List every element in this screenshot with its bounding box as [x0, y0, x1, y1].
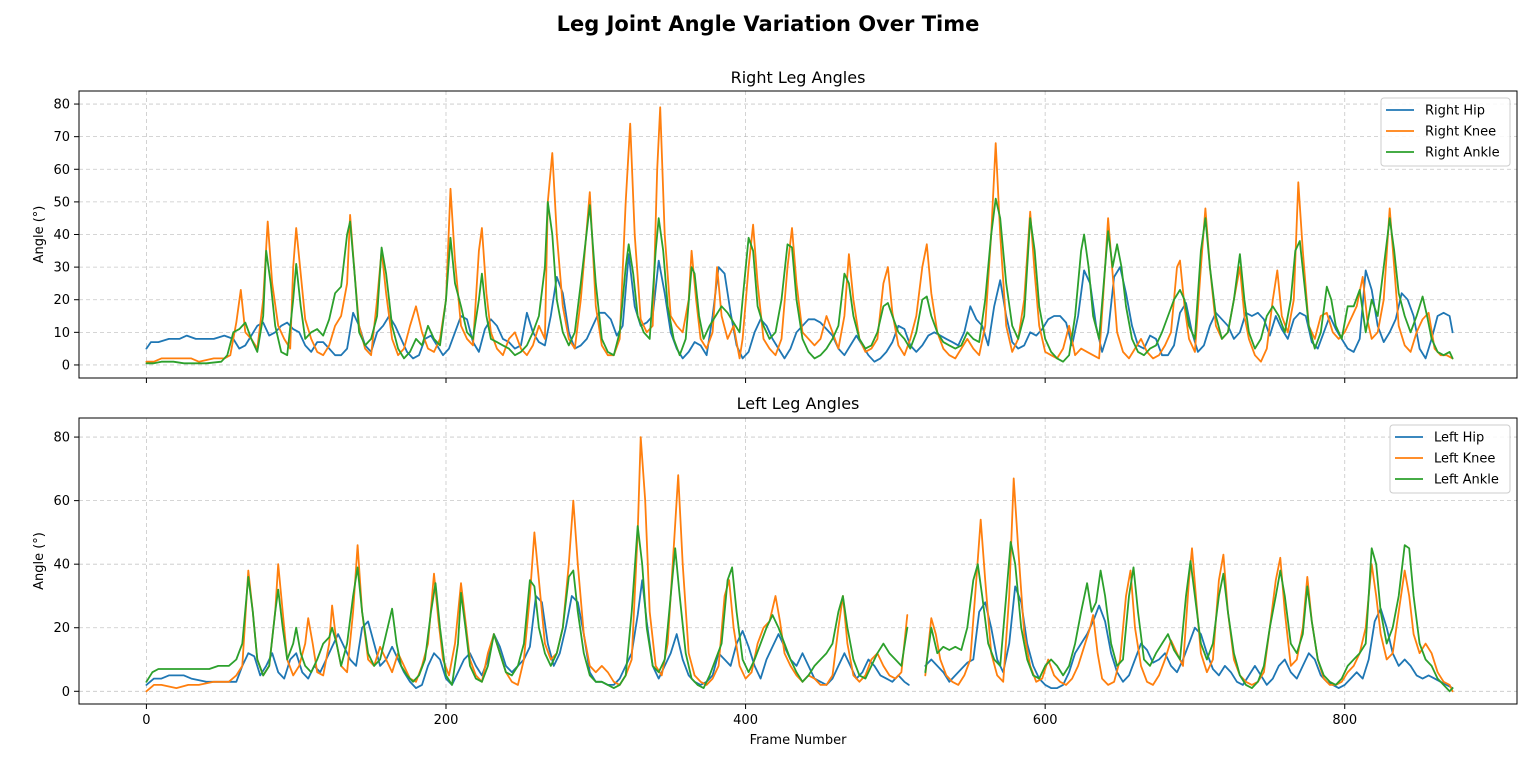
y-tick-label: 80 [53, 431, 70, 446]
legend: Right Hip Right Knee Right Ankle [1380, 97, 1511, 167]
y-tick-label: 40 [53, 228, 70, 243]
x-tick-label: 600 [1033, 713, 1058, 728]
x-tick-label: 800 [1332, 713, 1357, 728]
legend-entry-right-ankle: Right Ankle [1425, 146, 1500, 161]
y-tick-label: 80 [53, 98, 70, 113]
figure-title: Leg Joint Angle Variation Over Time [557, 12, 980, 36]
x-tick-label: 400 [733, 713, 758, 728]
series-line-left-ankle [145, 525, 1454, 693]
x-tick-label: 0 [142, 713, 150, 728]
y-tick-label: 30 [53, 261, 70, 276]
y-tick-label: 70 [53, 130, 70, 145]
legend: Left Hip Left Knee Left Ankle [1389, 424, 1511, 494]
y-tick-label: 50 [53, 195, 70, 210]
y-tick-label: 60 [53, 494, 70, 509]
y-tick-label: 0 [62, 685, 70, 700]
legend-box [1389, 424, 1511, 494]
y-axis-label: Angle (°) [32, 532, 47, 590]
y-tick-label: 0 [62, 358, 70, 373]
legend-entry-right-knee: Right Knee [1425, 125, 1496, 140]
panel-title: Left Leg Angles [737, 394, 860, 413]
y-tick-label: 40 [53, 558, 70, 573]
legend-entry-right-hip: Right Hip [1425, 104, 1485, 119]
left-leg-panel: 0 200 400 600 800 0 20 40 60 80 Left Leg Angles Ang… [32, 394, 1518, 748]
series-line-left-hip [145, 579, 1454, 689]
axes-frame [78, 417, 1518, 705]
legend-box [1380, 97, 1511, 167]
y-tick-label: 20 [53, 621, 70, 636]
y-tick-label: 20 [53, 293, 70, 308]
legend-entry-left-knee: Left Knee [1434, 452, 1495, 467]
y-axis-label: Angle (°) [32, 206, 47, 264]
y-tick-label: 60 [53, 163, 70, 178]
legend-entry-left-hip: Left Hip [1434, 431, 1484, 446]
panel-title: Right Leg Angles [731, 68, 866, 87]
x-tick-label: 200 [434, 713, 459, 728]
series-line-right-ankle [145, 197, 1454, 365]
right-leg-panel: 0 10 20 30 40 50 60 70 80 Right Leg Angles Angle (… [32, 68, 1518, 383]
y-tick-label: 10 [53, 326, 70, 341]
x-axis-label: Frame Number [750, 733, 848, 748]
legend-entry-left-ankle: Left Ankle [1434, 473, 1499, 488]
